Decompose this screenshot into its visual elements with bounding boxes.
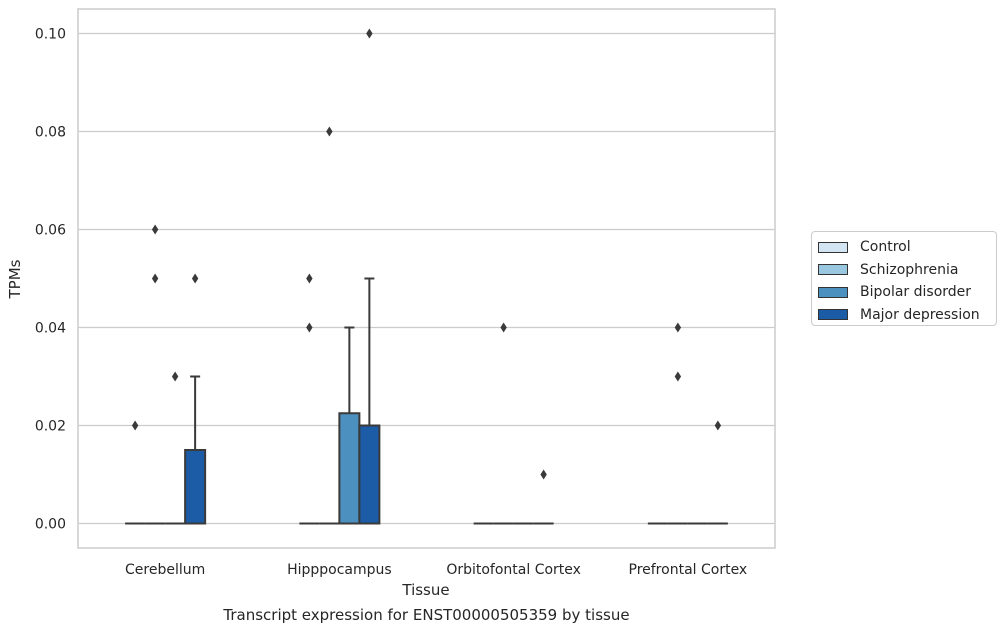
outlier-point [306, 273, 313, 284]
outlier-point [540, 469, 547, 480]
x-tick-label: Hipppocampus [287, 562, 392, 578]
box-body [358, 424, 381, 525]
box-major-depression [707, 420, 728, 525]
box-bipolar-disorder [165, 371, 186, 525]
legend-swatch [818, 309, 848, 321]
outlier-point [366, 28, 373, 39]
box-schizophrenia [145, 224, 166, 525]
outlier-point [714, 420, 722, 431]
legend-item: Major depression [818, 304, 990, 327]
y-tick-label: 0.06 [35, 223, 66, 239]
box-bipolar-disorder [338, 326, 361, 525]
y-tick-label: 0.08 [35, 125, 66, 141]
box-major-depression [358, 28, 381, 525]
box-body [184, 449, 207, 525]
legend-item: Control [818, 236, 990, 259]
outlier-point [151, 273, 159, 284]
grid-layer [78, 32, 775, 525]
outlier-point [674, 322, 682, 333]
outlier-point [171, 371, 179, 382]
outlier-point [151, 224, 159, 235]
box-major-depression [533, 469, 554, 525]
y-axis-label: TPMs [6, 259, 24, 299]
outlier-point [191, 273, 199, 284]
legend-label: Major depression [860, 306, 980, 323]
legend-item: Schizophrenia [818, 259, 990, 282]
outlier-point [131, 420, 139, 431]
legend-label: Schizophrenia [860, 261, 959, 278]
y-tick-label: 0.10 [35, 27, 66, 43]
legend-swatch [818, 264, 848, 276]
box-schizophrenia [493, 322, 514, 525]
legend-item: Bipolar disorder [818, 281, 990, 304]
x-axis-label: Tissue [401, 581, 449, 599]
box-body [338, 412, 361, 525]
outlier-point [306, 322, 313, 333]
x-tick-label: Prefrontal Cortex [629, 562, 748, 578]
y-tick-label: 0.00 [35, 517, 66, 533]
box-schizophrenia [319, 126, 340, 525]
legend-label: Bipolar disorder [860, 284, 972, 301]
box-control [299, 273, 320, 525]
box-major-depression [184, 273, 207, 525]
y-tick-label: 0.04 [35, 321, 66, 337]
outlier-point [326, 126, 333, 137]
legend: Control Schizophrenia Bipolar disorder Majo… [811, 231, 997, 326]
legend-label: Control [860, 239, 911, 256]
axis-layer: 0.00 0.02 0.04 0.06 0.08 0.10 Cerebellum Hipppo… [35, 8, 776, 578]
outlier-point [674, 371, 682, 382]
box-layer [125, 28, 728, 525]
plot-frame [77, 8, 776, 549]
legend-swatch [818, 241, 848, 253]
box-control [125, 420, 146, 525]
box-schizophrenia [667, 322, 688, 525]
y-tick-label: 0.02 [35, 419, 66, 435]
chart-caption: Transcript expression for ENST0000050535… [223, 606, 630, 624]
x-tick-label: Orbitofontal Cortex [446, 562, 581, 578]
x-tick-label: Cerebellum [125, 562, 205, 578]
outlier-point [500, 322, 507, 333]
legend-swatch [818, 286, 848, 298]
